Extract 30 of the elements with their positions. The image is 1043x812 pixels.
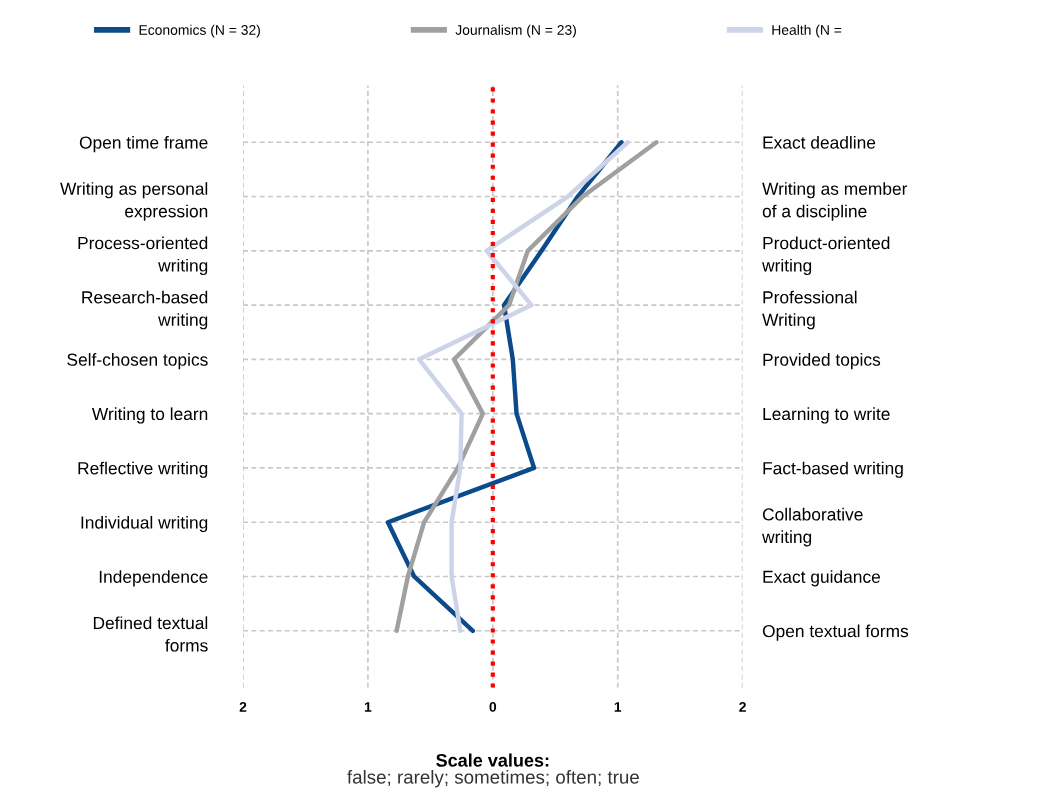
y-tick-label: Writing as personal expression: [60, 182, 208, 221]
y-tick-label: Open time frame: [79, 135, 208, 153]
x-tick-label: 0: [489, 702, 497, 712]
legend-label: Journalism (N = 23): [455, 24, 576, 38]
y-tick-label: Writing to learn: [91, 407, 208, 424]
y2-tick-label: Product-oriented writing: [762, 236, 890, 276]
x-tick-label: 2: [239, 702, 247, 712]
y2-tick-label: Fact-based writing: [763, 461, 903, 478]
y2-tick-label: Provided topics: [763, 353, 881, 370]
y-tick-label: Defined textual forms: [93, 616, 208, 652]
legend-label: Economics (N = 32): [139, 24, 260, 38]
legend-label: Health (N =: [772, 24, 842, 38]
x-tick-label: 2: [739, 702, 746, 712]
text: false; rarely; sometimes; often; true: [347, 769, 639, 788]
y-tick-label: Individual writing: [81, 515, 208, 533]
y-tick-label: Self-chosen topics: [67, 353, 208, 370]
y-tick-label: Reflective writing: [78, 461, 208, 478]
y2-tick-label: Learning to write: [763, 407, 890, 424]
x-axis-title: Scale values:: [436, 753, 549, 767]
y2-tick-label: Exact deadline: [763, 135, 876, 149]
y2-tick-label: Open textual forms: [762, 624, 909, 641]
y-tick-label: Research-based writing: [82, 290, 208, 330]
y-tick-label: Process-oriented writing: [78, 236, 208, 276]
y2-tick-label: Professional Writing: [762, 290, 857, 330]
y2-tick-label: Exact guidance: [763, 570, 880, 587]
x-tick-label: 1: [364, 702, 372, 712]
x-tick-label: 1: [614, 702, 622, 712]
y2-tick-label: Collaborative writing: [762, 507, 863, 547]
y2-tick-label: Writing as member of a discipline: [762, 182, 908, 221]
y-tick-label: Independence: [99, 570, 208, 587]
